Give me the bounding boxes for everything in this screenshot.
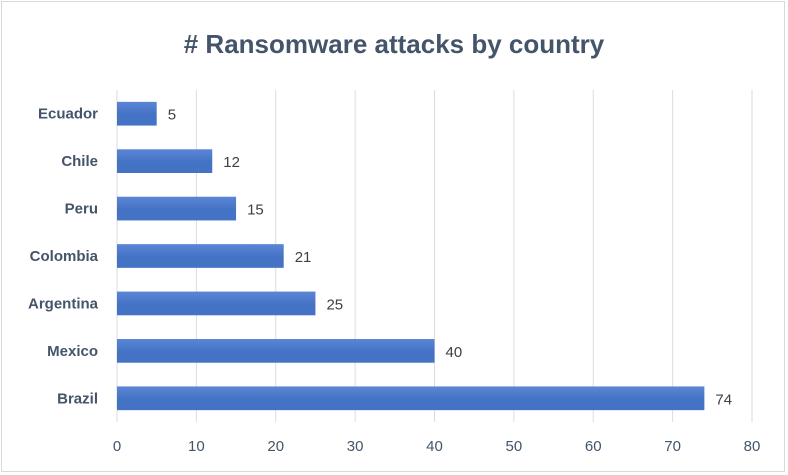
data-label-ecuador: 5: [168, 107, 176, 124]
x-tick-0: 0: [113, 438, 121, 455]
bar-peru: [117, 196, 237, 221]
x-tick-70: 70: [664, 438, 681, 455]
category-label-peru: Peru: [65, 201, 98, 218]
x-tick-40: 40: [426, 438, 443, 455]
gridlines: [116, 90, 753, 422]
category-label-colombia: Colombia: [30, 248, 99, 265]
chart-title: # Ransomware attacks by country: [184, 29, 605, 59]
x-tick-50: 50: [506, 438, 523, 455]
bar-brazil: [117, 386, 705, 411]
bar-chile: [117, 149, 213, 173]
category-label-brazil: Brazil: [57, 390, 98, 407]
data-label-peru: 15: [247, 202, 264, 219]
bar-colombia: [117, 244, 284, 268]
data-label-mexico: 40: [446, 344, 463, 361]
x-tick-labels: 0 10 20 30 40 50 60 70 80: [113, 438, 761, 455]
data-label-argentina: 25: [326, 296, 343, 313]
x-tick-20: 20: [267, 438, 284, 455]
bar-ecuador: [117, 101, 157, 126]
category-label-argentina: Argentina: [28, 295, 99, 312]
category-label-mexico: Mexico: [47, 343, 98, 360]
data-label-colombia: 21: [295, 249, 312, 266]
data-labels: 5 12 15 21 25 40 74: [168, 107, 732, 409]
bar-mexico: [117, 339, 435, 363]
x-tick-60: 60: [585, 438, 602, 455]
category-labels: Ecuador Chile Peru Colombia Argentina Mexico B…: [28, 106, 99, 408]
data-label-brazil: 74: [715, 391, 732, 408]
category-label-chile: Chile: [61, 153, 98, 170]
category-label-ecuador: Ecuador: [38, 106, 98, 123]
bar-argentina: [117, 291, 316, 316]
x-tick-10: 10: [188, 438, 205, 455]
x-tick-80: 80: [744, 438, 761, 455]
bars: [117, 101, 705, 411]
data-label-chile: 12: [223, 154, 240, 171]
x-tick-30: 30: [347, 438, 364, 455]
